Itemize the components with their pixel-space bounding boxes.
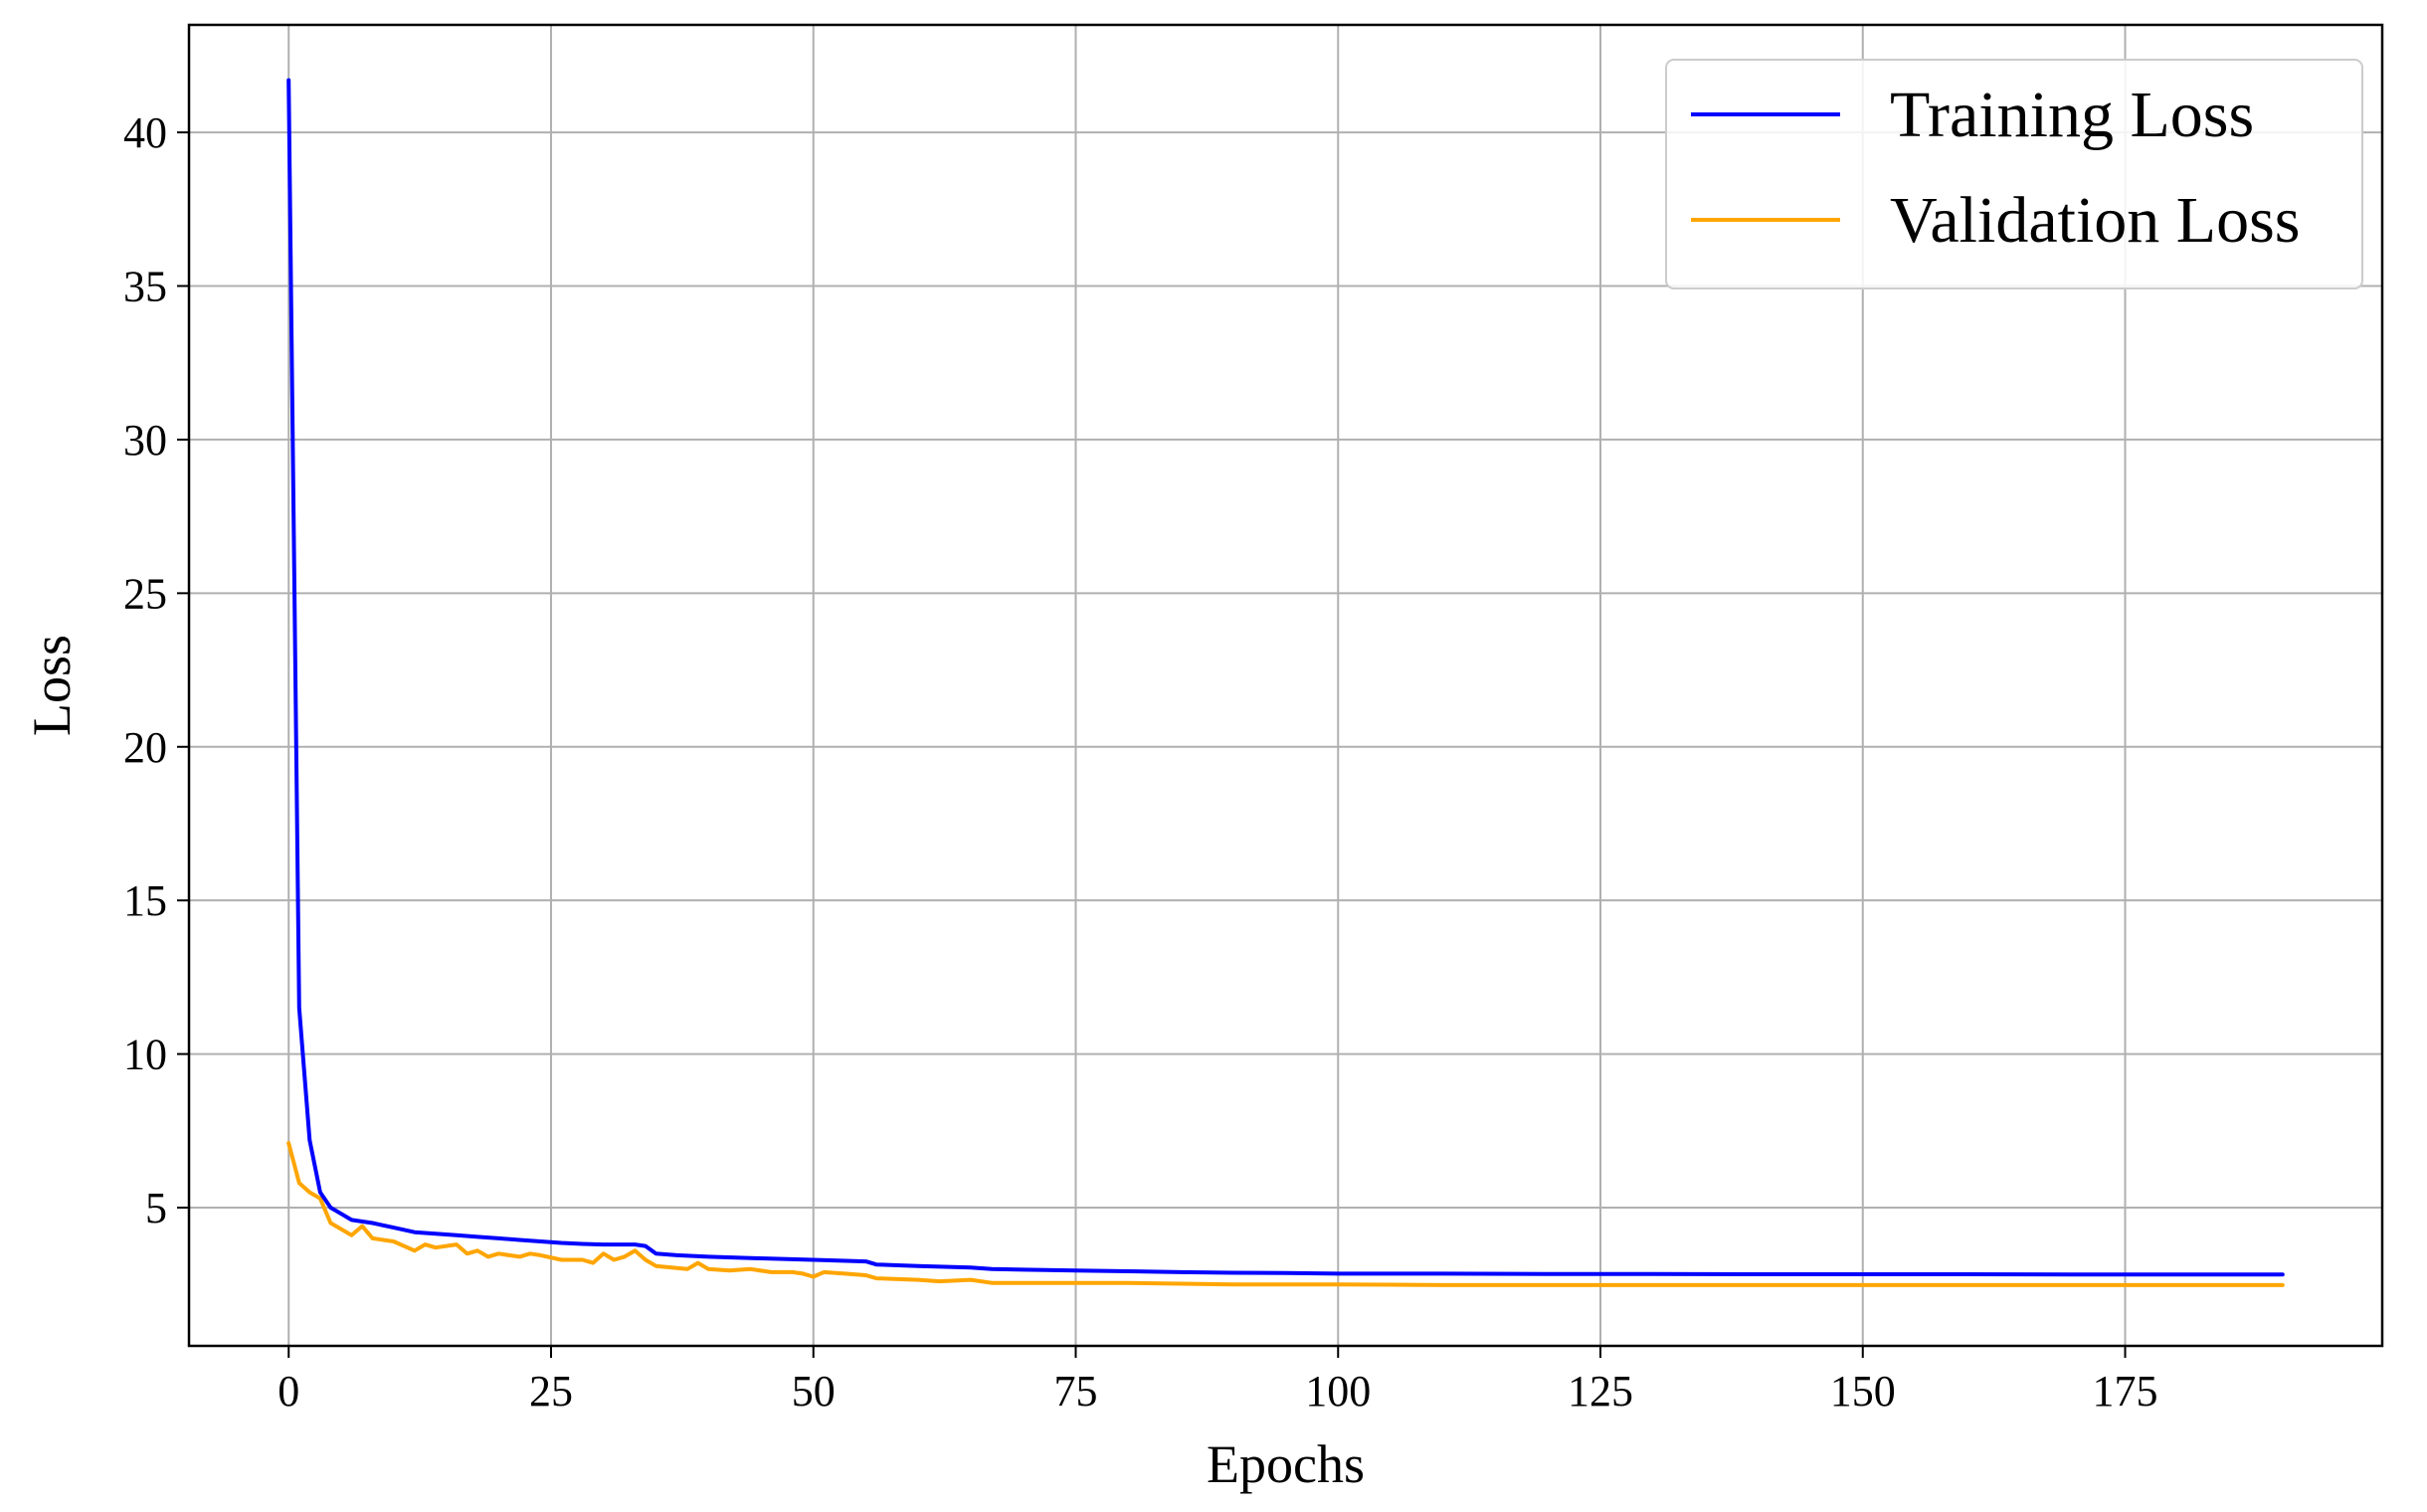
x-tick-label: 75 (1053, 1367, 1097, 1416)
y-axis-label: Loss (22, 635, 82, 736)
x-axis-label: Epochs (1207, 1434, 1365, 1494)
plot-frame (187, 23, 2384, 1348)
x-tick-label: 125 (1568, 1367, 1633, 1416)
y-tick-label: 30 (123, 416, 167, 465)
y-tick-label: 5 (145, 1184, 167, 1232)
x-tick-label: 0 (278, 1367, 299, 1416)
y-tick-label: 20 (123, 723, 167, 772)
axis-ticks: 0 25 50 75 100 125 150 175 5 10 15 20 25 30 35 40 (123, 108, 2158, 1416)
series-line-training-loss (286, 78, 2285, 1277)
y-tick-label: 15 (123, 876, 167, 925)
legend-box (1665, 59, 2363, 289)
y-tick-label: 25 (123, 569, 167, 618)
x-tick-label: 25 (529, 1367, 573, 1416)
x-tick-label: 50 (792, 1367, 836, 1416)
x-tick-label: 175 (2093, 1367, 2158, 1416)
y-tick-label: 40 (123, 108, 167, 157)
x-tick-label: 150 (1830, 1367, 1896, 1416)
series-lines (286, 78, 2285, 1287)
y-tick-label: 10 (123, 1031, 167, 1079)
y-tick-label: 35 (123, 263, 167, 311)
legend-label-validation-loss: Validation Loss (1890, 184, 2300, 257)
series-line-validation-loss (286, 1141, 2285, 1287)
legend: Training Loss Validation Loss (1665, 59, 2363, 289)
x-tick-label: 100 (1305, 1367, 1371, 1416)
legend-label-training-loss: Training Loss (1890, 79, 2254, 151)
